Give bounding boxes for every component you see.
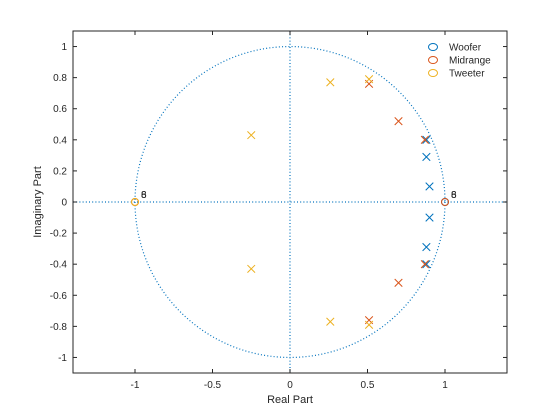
y-tick-label: 0.4 xyxy=(53,135,67,146)
tweeter-zero-multiplicity: 8 xyxy=(141,190,147,201)
midrange-zero-multiplicity: 6 xyxy=(141,190,147,201)
midrange-zero-multiplicity: 6 xyxy=(451,190,457,201)
tweeter-pole-marker xyxy=(364,75,374,84)
x-tick-label: -1 xyxy=(131,380,140,391)
y-tick-label: -0.2 xyxy=(50,229,68,240)
y-tick-label: 0 xyxy=(61,198,67,209)
midrange-zero-marker xyxy=(441,198,449,206)
midrange-pole-marker xyxy=(394,117,403,126)
x-axis-label: Real Part xyxy=(267,394,313,406)
woofer-pole-marker xyxy=(425,182,434,191)
y-axis-label: Imaginary Part xyxy=(32,166,44,238)
tweeter-pole-marker xyxy=(247,131,256,140)
y-tick-label: 0.6 xyxy=(53,104,67,115)
legend-marker-midrange xyxy=(428,56,438,64)
y-tick-label: -0.8 xyxy=(50,322,68,333)
midrange-pole-marker xyxy=(420,260,430,269)
woofer-pole-marker xyxy=(425,213,434,222)
y-tick-label: 0.2 xyxy=(53,166,67,177)
x-tick-label: 1 xyxy=(442,380,448,391)
tweeter-pole-marker xyxy=(247,264,256,273)
x-tick-label: -0.5 xyxy=(204,380,222,391)
tweeter-pole-marker xyxy=(326,317,335,326)
y-tick-label: 0.8 xyxy=(53,73,67,84)
y-tick-label: 1 xyxy=(61,42,67,53)
woofer-zero-multiplicity: 8 xyxy=(451,190,457,201)
x-tick-label: 0.5 xyxy=(361,380,375,391)
tweeter-pole-marker xyxy=(326,78,335,87)
legend-marker-tweeter xyxy=(428,69,438,77)
midrange-pole-marker xyxy=(394,278,403,287)
legend-marker-woofer xyxy=(428,43,438,51)
y-tick-label: -0.4 xyxy=(50,260,68,271)
x-tick-label: 0 xyxy=(287,380,293,391)
y-tick-label: -1 xyxy=(58,353,67,364)
legend-label-woofer: Woofer xyxy=(449,43,482,54)
woofer-pole-marker xyxy=(422,242,431,252)
legend-label-tweeter: Tweeter xyxy=(449,69,485,80)
tweeter-pole-marker xyxy=(364,320,374,329)
woofer-pole-marker xyxy=(422,135,431,144)
woofer-pole-marker xyxy=(422,260,431,269)
midrange-pole-marker xyxy=(420,135,430,144)
woofer-pole-marker xyxy=(422,152,431,162)
axes-box xyxy=(72,30,508,374)
legend-label-midrange: Midrange xyxy=(449,56,491,67)
y-tick-label: -0.6 xyxy=(50,291,68,302)
tweeter-zero-marker xyxy=(131,198,139,206)
